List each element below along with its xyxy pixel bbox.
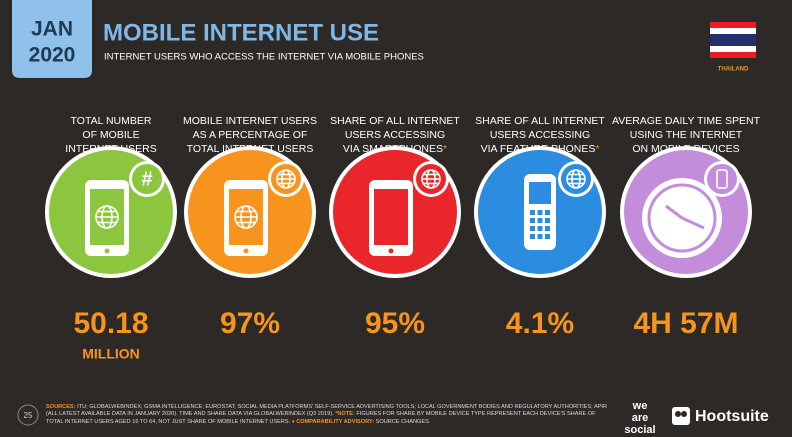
owl-icon: [672, 407, 690, 425]
column-label: USERS ACCESSING: [345, 129, 445, 141]
column-label: MOBILE INTERNET USERS: [183, 115, 317, 127]
advisory-text: SOURCE CHANGES.: [375, 418, 431, 425]
column-label: OF MOBILE: [82, 129, 139, 141]
brand-line: social: [624, 424, 655, 436]
feature-key: [537, 234, 543, 239]
label-line: TOTAL NUMBER: [71, 115, 152, 127]
phone-button: [104, 248, 110, 254]
feature-key: [537, 210, 543, 215]
badge-text: #: [141, 168, 152, 190]
column-label: SHARE OF ALL INTERNET: [475, 115, 605, 127]
label-line: USERS ACCESSING: [345, 129, 445, 141]
feature-key: [545, 226, 550, 231]
feature-key: [537, 218, 543, 223]
globe-icon: [276, 169, 296, 189]
feature-key: [545, 210, 550, 215]
column-label: SHARE OF ALL INTERNET: [330, 115, 460, 127]
note-label: *NOTE:: [335, 411, 355, 418]
brand-line: we: [632, 400, 648, 412]
value: 4.1%: [506, 307, 574, 340]
feature-key: [530, 218, 535, 223]
sources-label: SOURCES:: [46, 404, 76, 410]
globe-icon: [95, 205, 119, 229]
phone-screen: [374, 189, 408, 245]
feature-key: [545, 218, 550, 223]
clock-hand: [665, 204, 683, 220]
value: 50.18: [73, 307, 148, 340]
badge-phone: [716, 169, 728, 189]
hootsuite: Hootsuite: [695, 408, 769, 425]
phone-button: [243, 248, 249, 254]
label-line: OF MOBILE: [82, 129, 139, 141]
value: 4H 57M: [633, 307, 738, 340]
feature-key: [530, 210, 535, 215]
date-box: [12, 0, 92, 78]
column-label: AS A PERCENTAGE OF: [193, 129, 308, 141]
badge-inner: [707, 164, 737, 194]
feature-key: [530, 234, 535, 239]
label-line: USERS ACCESSING: [490, 129, 590, 141]
feature-screen: [529, 182, 551, 204]
flag: [710, 22, 756, 58]
feature-key: [530, 226, 535, 231]
page-number: 25: [24, 411, 33, 420]
label-line: MOBILE INTERNET USERS: [183, 115, 317, 127]
brand-line: are: [632, 412, 649, 424]
sources-text: ITU; GLOBALWEBINDEX; GSMA INTELLIGENCE; …: [46, 404, 607, 418]
advisory-label: ♦ COMPARABILITY ADVISORY:: [291, 418, 375, 425]
clock-inner: [647, 183, 717, 253]
label-line: AS A PERCENTAGE OF: [193, 129, 308, 141]
feature-key: [537, 226, 543, 231]
date-month: JAN: [31, 18, 73, 41]
note-mark: *: [595, 143, 599, 155]
column-label: AVERAGE DAILY TIME SPENT: [612, 115, 761, 127]
column-label: USERS ACCESSING: [490, 129, 590, 141]
column-label: TOTAL NUMBER: [71, 115, 152, 127]
note-mark: *: [443, 143, 447, 155]
country: THAILAND: [718, 67, 749, 73]
title: MOBILE INTERNET USE: [103, 19, 379, 46]
label-line: AVERAGE DAILY TIME SPENT: [612, 115, 761, 127]
note-text: FIGURES FOR SHARE BY MOBILE DEVICE TYPE …: [46, 411, 596, 425]
label-line: SHARE OF ALL INTERNET: [475, 115, 605, 127]
subtitle: INTERNET USERS WHO ACCESS THE INTERNET V…: [104, 52, 424, 63]
globe-icon: [234, 205, 258, 229]
badge-inner: [132, 164, 162, 194]
date-year: 2020: [29, 44, 76, 67]
label-line: USING THE INTERNET: [630, 129, 743, 141]
phone-button: [388, 248, 394, 254]
sources: SOURCES: ITU; GLOBALWEBINDEX; GSMA INTEL…: [46, 404, 612, 426]
page-circle: [17, 404, 39, 426]
column-label: USING THE INTERNET: [630, 129, 743, 141]
label-line: SHARE OF ALL INTERNET: [330, 115, 460, 127]
value: 95%: [365, 307, 425, 340]
clock-hand: [681, 216, 705, 230]
globe-icon: [566, 169, 586, 189]
globe-icon: [421, 169, 441, 189]
value-unit: MILLION: [82, 346, 140, 362]
value: 97%: [220, 307, 280, 340]
feature-key: [545, 234, 550, 239]
